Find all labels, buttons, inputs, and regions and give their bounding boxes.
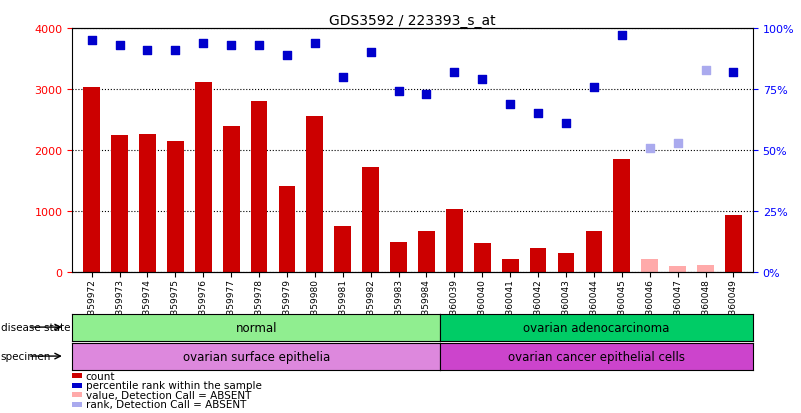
Bar: [474, 243, 491, 273]
Bar: [418, 232, 435, 273]
Bar: [586, 231, 602, 273]
Point: [113, 43, 126, 49]
Point: [699, 67, 712, 74]
Point: [615, 33, 628, 40]
Point: [560, 121, 573, 127]
Bar: [334, 227, 351, 273]
Point: [364, 50, 377, 57]
Point: [532, 111, 545, 117]
Point: [420, 91, 433, 98]
Point: [336, 74, 349, 81]
Bar: [557, 254, 574, 273]
Bar: [725, 215, 742, 273]
Point: [225, 43, 238, 49]
Point: [643, 145, 656, 152]
Point: [727, 69, 740, 76]
Point: [671, 140, 684, 147]
Bar: [642, 259, 658, 273]
Point: [169, 47, 182, 54]
Point: [504, 101, 517, 108]
Bar: [669, 266, 686, 273]
Bar: [697, 265, 714, 273]
Bar: [251, 102, 268, 273]
Text: ovarian cancer epithelial cells: ovarian cancer epithelial cells: [508, 350, 685, 363]
Bar: [167, 142, 183, 273]
Text: value, Detection Call = ABSENT: value, Detection Call = ABSENT: [86, 390, 251, 400]
Point: [587, 84, 600, 91]
Bar: [390, 243, 407, 273]
Point: [476, 77, 489, 83]
Point: [141, 47, 154, 54]
Bar: [362, 167, 379, 273]
Bar: [223, 127, 239, 273]
Point: [252, 43, 265, 49]
Bar: [446, 209, 463, 273]
Text: percentile rank within the sample: percentile rank within the sample: [86, 380, 262, 390]
Bar: [139, 134, 156, 273]
Text: rank, Detection Call = ABSENT: rank, Detection Call = ABSENT: [86, 399, 246, 409]
Bar: [307, 116, 324, 273]
Point: [392, 89, 405, 95]
Point: [448, 69, 461, 76]
Text: ovarian adenocarcinoma: ovarian adenocarcinoma: [524, 321, 670, 334]
Point: [308, 40, 321, 47]
Point: [197, 40, 210, 47]
Bar: [111, 135, 128, 273]
Bar: [195, 83, 211, 273]
Bar: [83, 88, 100, 273]
Title: GDS3592 / 223393_s_at: GDS3592 / 223393_s_at: [329, 14, 496, 28]
Text: specimen: specimen: [1, 351, 51, 361]
Bar: [279, 186, 296, 273]
Text: count: count: [86, 371, 115, 381]
Bar: [529, 249, 546, 273]
Point: [85, 38, 98, 44]
Bar: [501, 259, 518, 273]
Text: normal: normal: [235, 321, 277, 334]
Bar: [614, 160, 630, 273]
Text: ovarian surface epithelia: ovarian surface epithelia: [183, 350, 330, 363]
Text: disease state: disease state: [1, 322, 70, 332]
Point: [280, 52, 293, 59]
